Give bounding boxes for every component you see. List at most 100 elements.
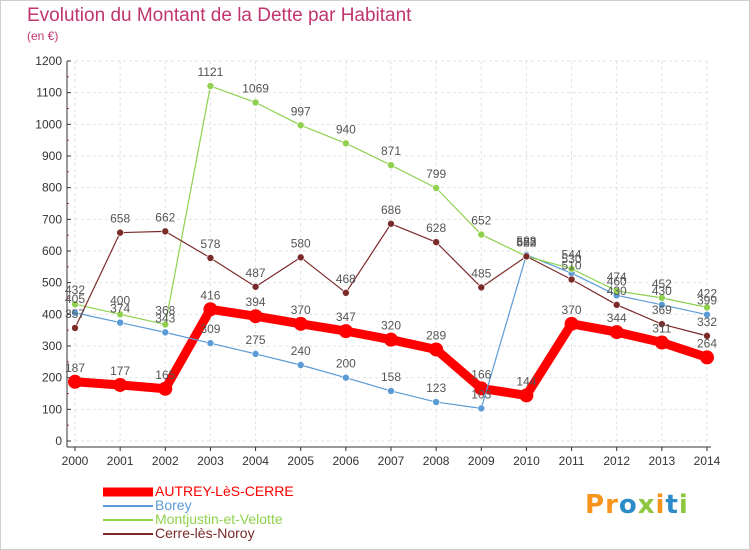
y-tick-label: 800	[42, 181, 62, 195]
x-tick-label: 2014	[694, 454, 721, 468]
data-label: 200	[336, 357, 356, 371]
data-label: 289	[426, 328, 446, 342]
y-tick-label: 1100	[36, 86, 62, 100]
data-point	[429, 342, 444, 357]
data-point	[432, 238, 440, 246]
chart-title: Evolution du Montant de la Dette par Hab…	[27, 5, 412, 26]
data-label: 275	[246, 333, 266, 347]
y-tick-label: 1000	[35, 117, 62, 131]
data-label: 347	[336, 310, 356, 324]
data-label: 460	[607, 274, 627, 288]
data-point	[71, 324, 79, 332]
data-label: 452	[652, 277, 672, 291]
x-tick-label: 2002	[152, 454, 179, 468]
y-tick-label: 700	[42, 212, 62, 226]
proxiti-logo: Proxiti	[585, 490, 689, 520]
data-point	[654, 335, 669, 350]
data-point	[71, 300, 79, 309]
data-point	[387, 161, 395, 169]
data-label: 343	[155, 311, 175, 325]
data-label: 622	[516, 235, 536, 249]
data-label: 799	[426, 167, 446, 181]
data-label: 583	[516, 235, 536, 249]
y-tick-label: 100	[42, 402, 62, 416]
data-point	[432, 398, 440, 406]
y-tick-label: 1200	[35, 54, 62, 68]
data-point	[161, 320, 170, 329]
axes: 0 100 200 300 400 500 600 700 800 900 1000 1100 1200…	[35, 54, 720, 468]
data-point	[432, 184, 440, 192]
data-point	[564, 316, 579, 331]
data-label: 320	[381, 319, 401, 333]
data-point	[158, 381, 173, 396]
y-tick-label: 400	[42, 307, 62, 321]
data-label: 485	[471, 266, 491, 280]
data-label: 432	[65, 283, 85, 297]
data-label: 578	[200, 237, 220, 251]
data-labels: 187 177 165 416 394 370 347 320 289 166 144 370 344 3…	[65, 65, 717, 401]
y-tick-label: 600	[42, 244, 62, 258]
x-tick-label: 2013	[649, 454, 676, 468]
data-label: 400	[110, 293, 130, 307]
data-point	[338, 324, 353, 339]
data-point	[477, 230, 486, 239]
data-label: 580	[291, 236, 311, 250]
x-tick-label: 2000	[62, 454, 89, 468]
y-tick-label: 200	[42, 371, 62, 385]
legend-label: Montjustin-et-Velotte	[155, 511, 283, 527]
data-point	[658, 294, 666, 302]
data-label: 370	[562, 303, 582, 317]
data-label: 510	[562, 259, 582, 273]
data-point	[700, 350, 714, 365]
data-point	[251, 282, 260, 291]
data-point	[206, 82, 215, 90]
x-tick-label: 2010	[513, 454, 540, 468]
data-point	[477, 283, 486, 292]
data-label: 187	[65, 361, 85, 375]
data-point	[342, 139, 350, 148]
data-label: 103	[471, 387, 491, 401]
legend-label: Cerre-lès-Noroy	[155, 525, 255, 541]
data-label: 430	[652, 284, 672, 298]
x-tick-label: 2005	[287, 454, 314, 468]
data-label: 264	[697, 336, 717, 350]
data-point	[68, 374, 82, 389]
data-label: 997	[291, 104, 311, 118]
data-point	[113, 377, 128, 392]
data-point	[116, 310, 124, 319]
data-label: 123	[426, 381, 446, 395]
data-point	[703, 303, 711, 312]
y-tick-label: 300	[42, 339, 62, 353]
data-label: 374	[110, 302, 130, 316]
y-tick-label: 900	[42, 149, 62, 163]
data-label: 1121	[198, 65, 224, 79]
data-label: 544	[562, 248, 582, 262]
data-label: 871	[381, 144, 401, 158]
data-label: 628	[426, 221, 446, 235]
data-point	[474, 381, 489, 396]
data-point	[248, 309, 263, 324]
y-tick-label: 500	[42, 276, 62, 290]
series	[68, 82, 714, 413]
data-point	[251, 350, 260, 358]
chart-unit: (en €)	[27, 29, 59, 43]
data-label: 370	[291, 303, 311, 317]
data-label: 422	[697, 286, 717, 300]
data-label: 177	[110, 364, 130, 378]
data-label: 144	[516, 374, 536, 388]
data-label: 399	[697, 294, 717, 308]
data-label: 158	[381, 370, 401, 384]
data-point	[251, 98, 260, 107]
x-tick-label: 2007	[378, 454, 405, 468]
data-point	[612, 287, 621, 295]
x-tick-label: 2008	[423, 454, 450, 468]
data-point	[71, 308, 79, 317]
data-label: 430	[607, 284, 627, 298]
data-label: 416	[200, 288, 220, 302]
data-label: 344	[607, 311, 627, 325]
data-label: 652	[471, 214, 491, 228]
data-point	[206, 339, 215, 347]
data-label: 686	[381, 203, 401, 217]
